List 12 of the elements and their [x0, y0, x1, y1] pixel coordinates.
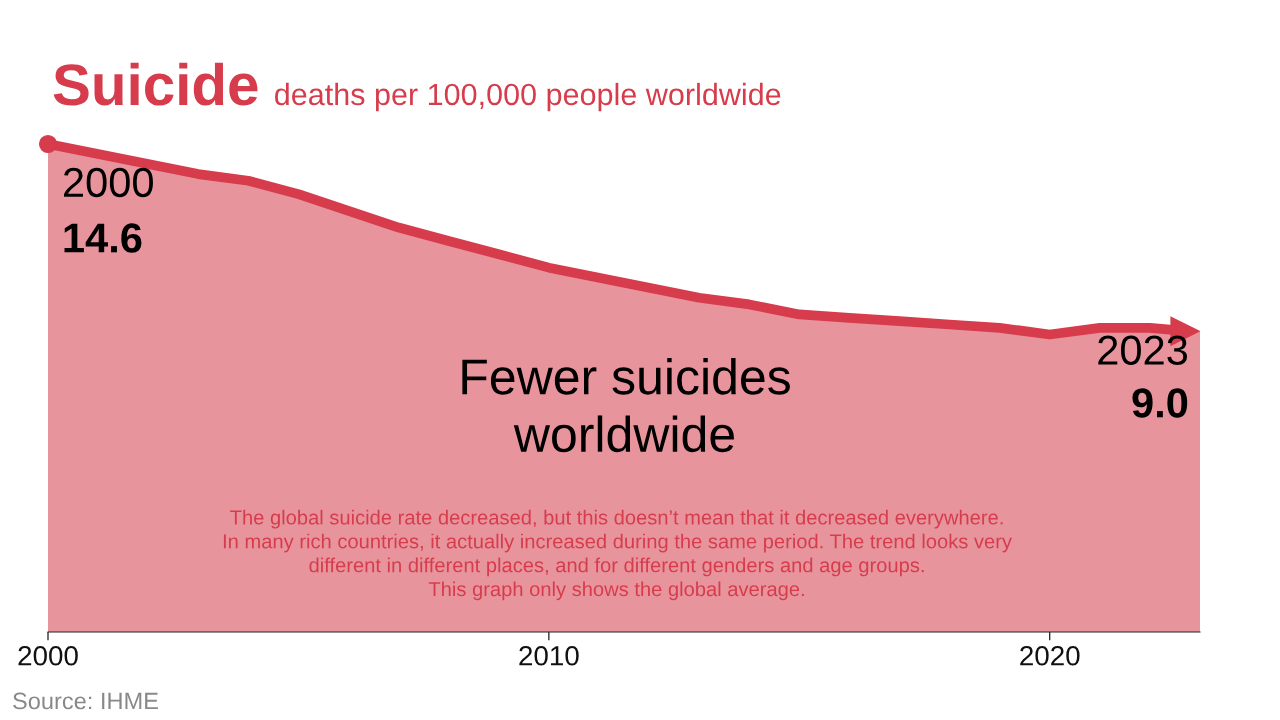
- chart-subtitle: deaths per 100,000 people worldwide: [275, 82, 781, 112]
- x-tick-label: 2020: [1020, 645, 1080, 666]
- annotation: The global suicide rate decreased, but this doesn’t mean that it decreased everywhere. In many rich countries, it actually increased during the same period. The trend looks very different in different places, and for different genders and age groups. This graph only shows the global average.: [223, 509, 1012, 601]
- annotation: 2023: [1098, 335, 1188, 365]
- annotation: Fewer suicides worldwide: [462, 357, 790, 453]
- annotation: 2000: [63, 167, 153, 198]
- data-label: 14.6: [64, 223, 142, 253]
- data-label: 9.0: [1132, 388, 1188, 418]
- chart-title: Suicide: [53, 62, 258, 106]
- source-note: Source: IHME: [13, 692, 158, 710]
- x-tick-label: 2010: [519, 645, 579, 666]
- x-tick-label: 2000: [18, 645, 78, 666]
